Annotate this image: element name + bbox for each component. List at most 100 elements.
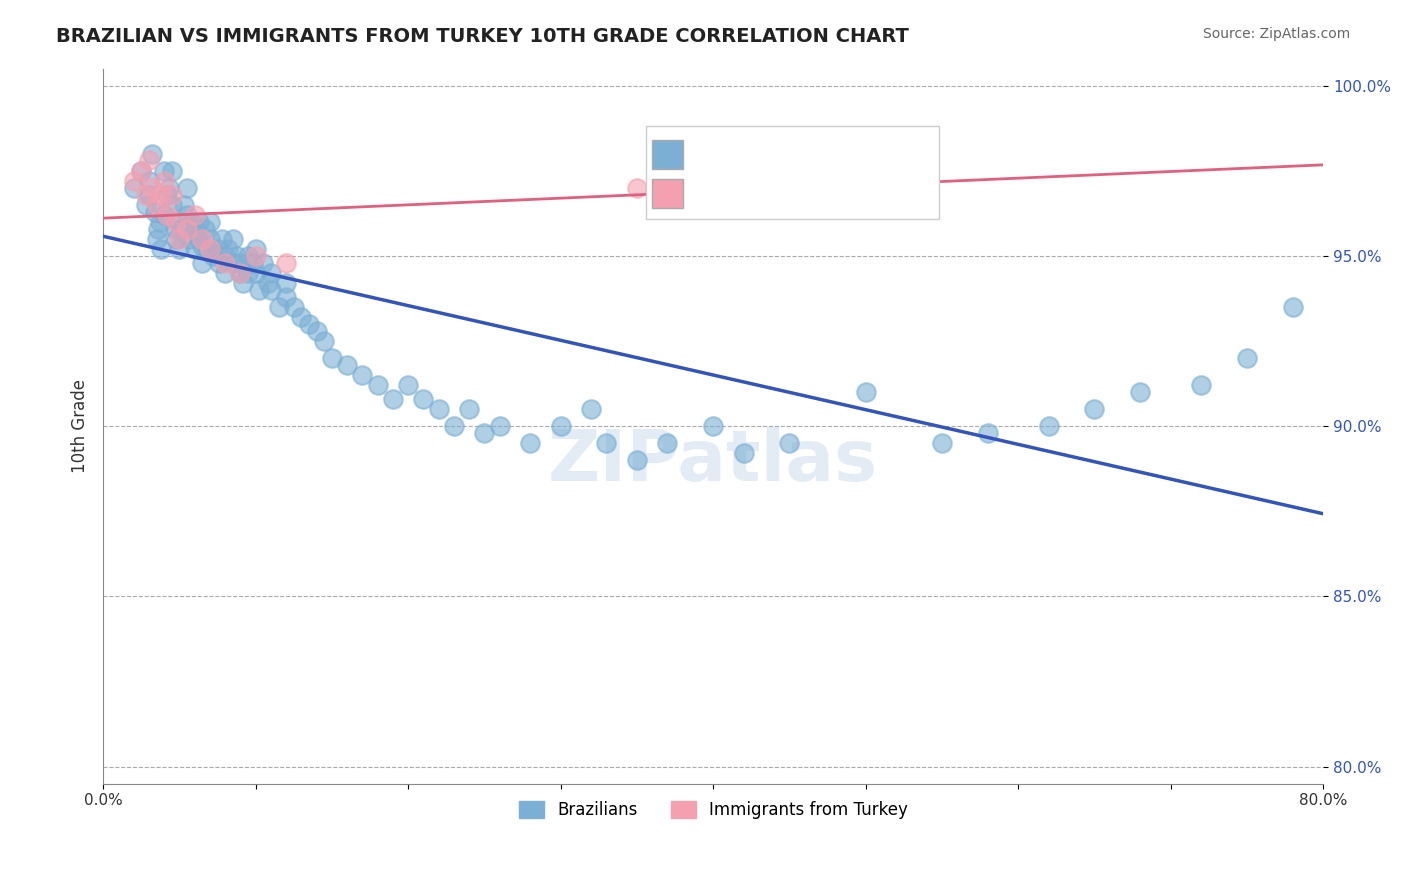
- Point: [208, 255, 231, 269]
- Point: [146, 221, 169, 235]
- Point: [1083, 402, 1105, 417]
- Point: [298, 317, 321, 331]
- Point: [336, 358, 359, 372]
- Point: [579, 402, 602, 417]
- Point: [150, 242, 173, 256]
- Point: [260, 283, 283, 297]
- Point: [267, 300, 290, 314]
- Point: [283, 300, 305, 314]
- Point: [1236, 351, 1258, 365]
- Point: [931, 436, 953, 450]
- Point: [245, 242, 267, 256]
- FancyBboxPatch shape: [652, 140, 683, 169]
- Point: [290, 310, 312, 325]
- Point: [187, 232, 209, 246]
- Point: [156, 208, 179, 222]
- Point: [176, 208, 198, 222]
- Point: [1189, 378, 1212, 392]
- Point: [183, 208, 205, 222]
- Point: [138, 153, 160, 168]
- Point: [169, 242, 191, 256]
- Point: [236, 266, 259, 280]
- Point: [260, 266, 283, 280]
- Point: [396, 378, 419, 392]
- Point: [169, 215, 191, 229]
- Point: [160, 187, 183, 202]
- Point: [141, 180, 163, 194]
- Point: [222, 232, 245, 246]
- Point: [214, 255, 236, 269]
- Point: [427, 402, 450, 417]
- Point: [276, 255, 298, 269]
- Point: [321, 351, 343, 365]
- Point: [138, 174, 160, 188]
- Point: [977, 425, 1000, 440]
- Point: [855, 146, 877, 161]
- Point: [177, 232, 200, 246]
- Point: [153, 174, 176, 188]
- Point: [122, 174, 145, 188]
- Point: [211, 232, 233, 246]
- Point: [214, 249, 236, 263]
- Point: [232, 276, 254, 290]
- Point: [550, 419, 572, 434]
- Point: [191, 232, 214, 246]
- Point: [148, 215, 170, 229]
- Point: [145, 232, 167, 246]
- Point: [1281, 300, 1303, 314]
- Point: [141, 146, 163, 161]
- Point: [247, 283, 270, 297]
- Point: [160, 198, 183, 212]
- Point: [156, 187, 179, 202]
- Point: [352, 368, 374, 382]
- Point: [778, 436, 800, 450]
- Point: [1129, 385, 1152, 400]
- Point: [153, 208, 176, 222]
- Y-axis label: 10th Grade: 10th Grade: [72, 379, 89, 473]
- Point: [138, 187, 160, 202]
- Point: [412, 392, 434, 406]
- Point: [443, 419, 465, 434]
- Point: [198, 232, 221, 246]
- Point: [165, 215, 187, 229]
- Point: [150, 187, 173, 202]
- Text: Source: ZipAtlas.com: Source: ZipAtlas.com: [1202, 27, 1350, 41]
- Point: [172, 221, 194, 235]
- Point: [519, 436, 541, 450]
- Point: [236, 249, 259, 263]
- Text: BRAZILIAN VS IMMIGRANTS FROM TURKEY 10TH GRADE CORRELATION CHART: BRAZILIAN VS IMMIGRANTS FROM TURKEY 10TH…: [56, 27, 910, 45]
- Point: [229, 266, 252, 280]
- Point: [143, 204, 166, 219]
- Point: [160, 163, 183, 178]
- Point: [242, 255, 264, 269]
- Point: [176, 180, 198, 194]
- Point: [229, 266, 252, 280]
- Point: [226, 249, 249, 263]
- Text: R = 0.419   N = 22: R = 0.419 N = 22: [676, 185, 860, 202]
- Point: [183, 221, 205, 235]
- Point: [194, 221, 217, 235]
- Point: [180, 215, 202, 229]
- Point: [595, 436, 617, 450]
- Point: [183, 242, 205, 256]
- Text: ZIPatlas: ZIPatlas: [548, 427, 879, 496]
- FancyBboxPatch shape: [652, 179, 683, 208]
- Point: [169, 232, 191, 246]
- Point: [276, 276, 298, 290]
- Point: [252, 255, 274, 269]
- Point: [702, 419, 724, 434]
- Point: [165, 232, 187, 246]
- Point: [129, 163, 152, 178]
- Point: [188, 215, 211, 229]
- Point: [176, 221, 198, 235]
- Point: [458, 402, 481, 417]
- Point: [305, 324, 328, 338]
- Point: [201, 249, 224, 263]
- Point: [217, 242, 239, 256]
- FancyBboxPatch shape: [647, 126, 939, 219]
- Point: [145, 198, 167, 212]
- Point: [381, 392, 404, 406]
- Point: [276, 290, 298, 304]
- Point: [488, 419, 510, 434]
- Point: [207, 242, 229, 256]
